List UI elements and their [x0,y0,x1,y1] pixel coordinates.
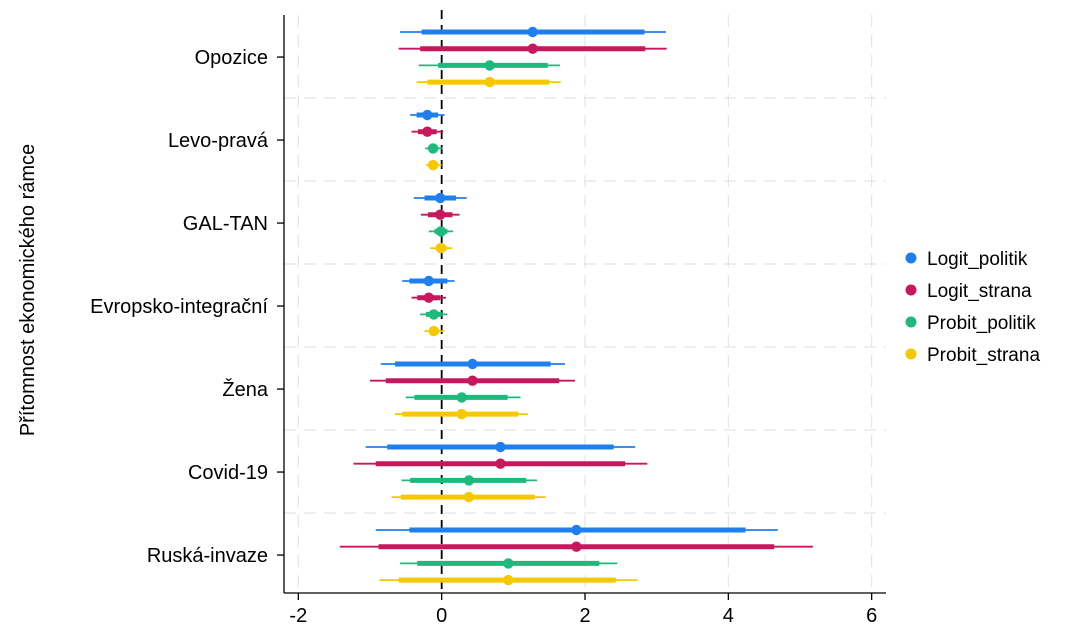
point-estimate [467,375,478,386]
point-estimate [428,309,439,320]
legend-label: Probit_strana [927,345,1040,366]
y-tick-label: Opozice [195,47,268,69]
point-estimate [456,392,467,403]
point-estimate [422,109,433,121]
point-estimate [484,76,495,88]
point-estimate [571,541,582,552]
point-estimate [423,275,434,287]
y-axis-title: Přítomnost ekonomického rámce [17,144,39,436]
x-tick-label: 2 [579,605,590,627]
point-estimate [467,358,478,370]
legend-label: Logit_politik [927,249,1028,270]
y-tick-label: Evropsko-integrační [90,296,268,318]
x-tick-label: 0 [436,605,447,627]
x-tick-label: 6 [866,605,877,627]
legend-marker [905,348,917,360]
point-estimate [495,458,506,469]
point-estimate [456,408,467,420]
point-estimate [495,441,506,453]
point-estimate [423,292,434,303]
legend-marker [905,284,917,296]
legend-marker [905,252,917,264]
point-estimate [427,143,439,154]
y-tick-label: Ruská-invaze [147,545,268,567]
point-estimate [435,242,447,254]
y-tick-label: Žena [222,378,268,401]
legend-label: Probit_politik [927,313,1036,334]
point-estimate [503,558,514,569]
point-estimate [463,491,475,503]
x-tick-label: 4 [723,605,734,627]
point-estimate [427,159,439,171]
y-tick-label: Covid-19 [188,462,268,484]
point-estimate [435,192,446,204]
grid-layer [284,15,886,593]
point-estimate [503,574,514,586]
point-estimate [428,325,439,337]
axes-layer: -2 0 2 4 6 Opozice Levo-pravá GAL-TAN Evropsko-i… [90,10,886,627]
point-estimate [571,524,582,536]
y-tick-label: GAL-TAN [183,213,268,235]
point-estimate [484,60,495,71]
point-estimate [435,209,446,220]
point-estimate [422,126,433,137]
x-tick-label: -2 [289,605,307,627]
point-estimate [463,475,475,486]
y-tick-label: Levo-pravá [168,130,269,152]
point-estimate [527,43,538,54]
legend-label: Logit_strana [927,281,1032,302]
series-layer [339,26,813,586]
legend: Logit_politik Logit_strana Probit_politik P… [905,249,1040,366]
point-estimate [435,226,447,237]
point-estimate [527,26,538,38]
legend-marker [905,316,917,328]
